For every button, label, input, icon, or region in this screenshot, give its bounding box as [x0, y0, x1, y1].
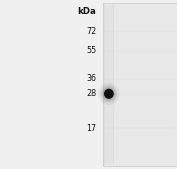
Text: 36: 36	[87, 74, 96, 83]
Bar	[103, 3, 104, 166]
Text: 72: 72	[86, 27, 96, 36]
Text: 17: 17	[86, 124, 96, 133]
Ellipse shape	[101, 85, 117, 102]
Bar	[104, 5, 114, 164]
Bar	[103, 3, 177, 166]
Bar	[113, 3, 114, 166]
Text: kDa: kDa	[78, 7, 96, 16]
Ellipse shape	[104, 89, 114, 99]
Ellipse shape	[98, 83, 120, 105]
Text: 55: 55	[86, 46, 96, 55]
Text: 28: 28	[86, 89, 96, 98]
Ellipse shape	[102, 87, 115, 100]
